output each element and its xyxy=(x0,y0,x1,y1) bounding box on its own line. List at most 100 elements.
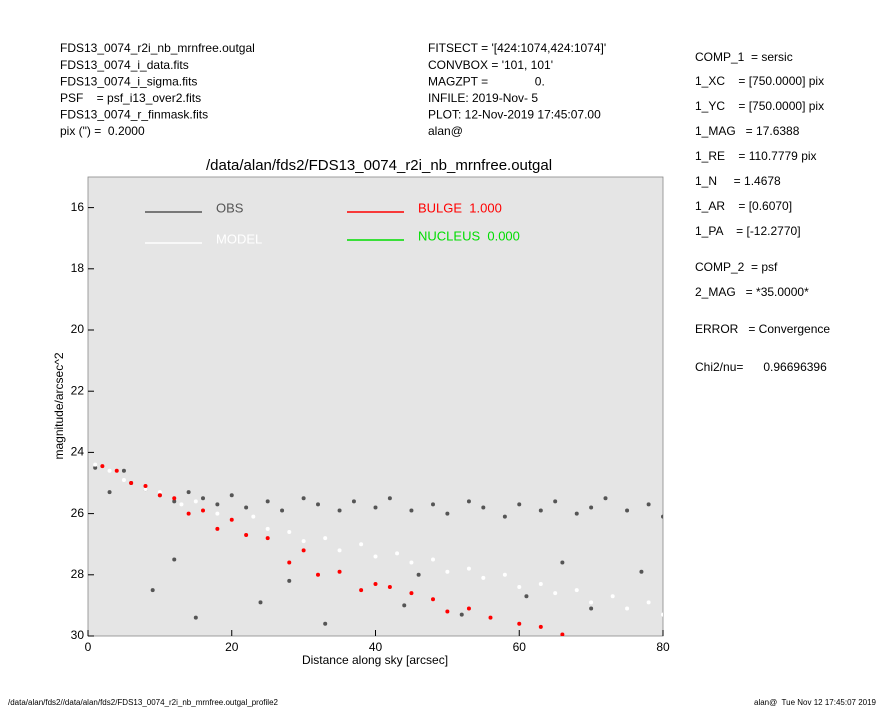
data-point xyxy=(488,615,493,620)
y-tick-label: 22 xyxy=(71,383,85,397)
data-point xyxy=(287,560,292,565)
data-point xyxy=(517,585,522,590)
header-right-line: 1_RE = 110.7779 pix xyxy=(695,149,817,163)
data-point xyxy=(502,514,507,519)
data-point xyxy=(481,575,486,580)
data-point xyxy=(121,468,126,473)
data-point xyxy=(316,572,320,577)
legend-label: MODEL xyxy=(216,231,262,246)
header-middle-line: INFILE: 2019-Nov- 5 xyxy=(428,91,538,105)
data-point xyxy=(603,496,608,501)
data-point xyxy=(538,508,543,513)
data-point xyxy=(409,508,414,513)
data-point xyxy=(466,499,471,504)
data-point xyxy=(172,496,177,501)
data-point xyxy=(402,603,407,608)
data-point xyxy=(172,499,177,504)
data-point xyxy=(431,597,435,602)
y-axis-label: magnitude/arcsec^2 xyxy=(52,352,66,459)
data-point xyxy=(387,585,392,590)
chart-title: /data/alan/fds2/FDS13_0074_r2i_nb_mrnfre… xyxy=(206,157,552,174)
data-point xyxy=(553,499,558,504)
data-point xyxy=(459,612,464,617)
header-right-line: 2_MAG = *35.0000* xyxy=(695,285,809,299)
data-point xyxy=(229,517,234,522)
data-point xyxy=(359,588,364,593)
data-point xyxy=(445,609,450,614)
data-point xyxy=(387,496,392,501)
data-point xyxy=(351,499,356,504)
data-point xyxy=(524,594,529,599)
data-point xyxy=(316,502,320,507)
header-left-line: FDS13_0074_r2i_nb_mrnfree.outgal xyxy=(60,41,255,55)
data-point xyxy=(301,496,306,501)
x-tick-label: 0 xyxy=(85,640,92,654)
data-point xyxy=(193,615,198,620)
data-point xyxy=(107,490,112,495)
data-point xyxy=(589,600,594,605)
data-point xyxy=(157,490,162,495)
data-point xyxy=(625,508,630,513)
data-point xyxy=(625,606,630,611)
header-right-line: 1_MAG = 17.6388 xyxy=(695,124,800,138)
data-point xyxy=(143,487,148,492)
header-right-line: 1_AR = [0.6070] xyxy=(695,199,792,213)
data-point xyxy=(215,511,220,516)
legend-label: BULGE 1.000 xyxy=(418,200,502,215)
data-point xyxy=(121,477,126,482)
data-point xyxy=(481,505,486,510)
header-right-line: COMP_2 = psf xyxy=(695,260,778,274)
plot-area xyxy=(87,176,664,637)
data-point xyxy=(646,600,651,605)
data-point xyxy=(589,505,594,510)
data-point xyxy=(244,505,249,510)
legend-label: NUCLEUS 0.000 xyxy=(418,228,520,243)
footer-left: /data/alan/fds2//data/alan/fds2/FDS13_00… xyxy=(8,698,279,707)
data-point xyxy=(373,505,378,510)
data-point xyxy=(287,529,292,534)
data-point xyxy=(589,606,594,611)
header-right-line: 1_PA = [-12.2770] xyxy=(695,224,801,238)
data-point xyxy=(538,624,543,629)
x-tick-label: 80 xyxy=(656,640,670,654)
data-point xyxy=(186,490,191,495)
data-point xyxy=(646,502,651,507)
data-point xyxy=(661,612,663,617)
header-right-line: 1_YC = [750.0000] pix xyxy=(695,99,824,113)
data-point xyxy=(574,511,579,516)
data-point xyxy=(373,581,378,586)
header-right-line: Chi2/nu= 0.96696396 xyxy=(695,360,827,374)
x-axis-label: Distance along sky [arcsec] xyxy=(302,653,448,667)
data-point xyxy=(107,468,112,473)
data-point xyxy=(323,621,328,626)
x-tick-label: 60 xyxy=(513,640,527,654)
y-tick-label: 28 xyxy=(71,567,85,581)
data-point xyxy=(244,533,249,538)
data-point xyxy=(323,536,328,541)
data-point xyxy=(395,551,400,556)
data-point xyxy=(445,569,450,574)
data-point xyxy=(409,591,414,596)
header-right-line: 1_N = 1.4678 xyxy=(695,174,781,188)
data-point xyxy=(201,496,205,501)
data-point xyxy=(143,484,148,489)
header-middle-line: FITSECT = '[424:1074,424:1074]' xyxy=(428,41,606,55)
data-point xyxy=(517,621,522,626)
data-point xyxy=(93,465,98,470)
legend-label: OBS xyxy=(216,200,244,215)
data-point xyxy=(287,578,292,583)
footer-right: alan@ Tue Nov 12 17:45:07 2019 xyxy=(754,698,877,707)
data-point xyxy=(193,499,198,504)
data-point xyxy=(93,462,98,467)
data-point xyxy=(574,588,579,593)
data-point xyxy=(466,606,471,611)
data-point xyxy=(431,557,435,562)
header-left-line: PSF = psf_i13_over2.fits xyxy=(60,91,201,105)
data-point xyxy=(251,514,256,519)
data-point xyxy=(186,511,191,516)
data-point xyxy=(502,572,507,577)
data-point xyxy=(100,464,105,469)
header-middle-line: PLOT: 12-Nov-2019 17:45:07.00 xyxy=(428,108,601,122)
header-middle-line: CONVBOX = '101, 101' xyxy=(428,58,553,72)
